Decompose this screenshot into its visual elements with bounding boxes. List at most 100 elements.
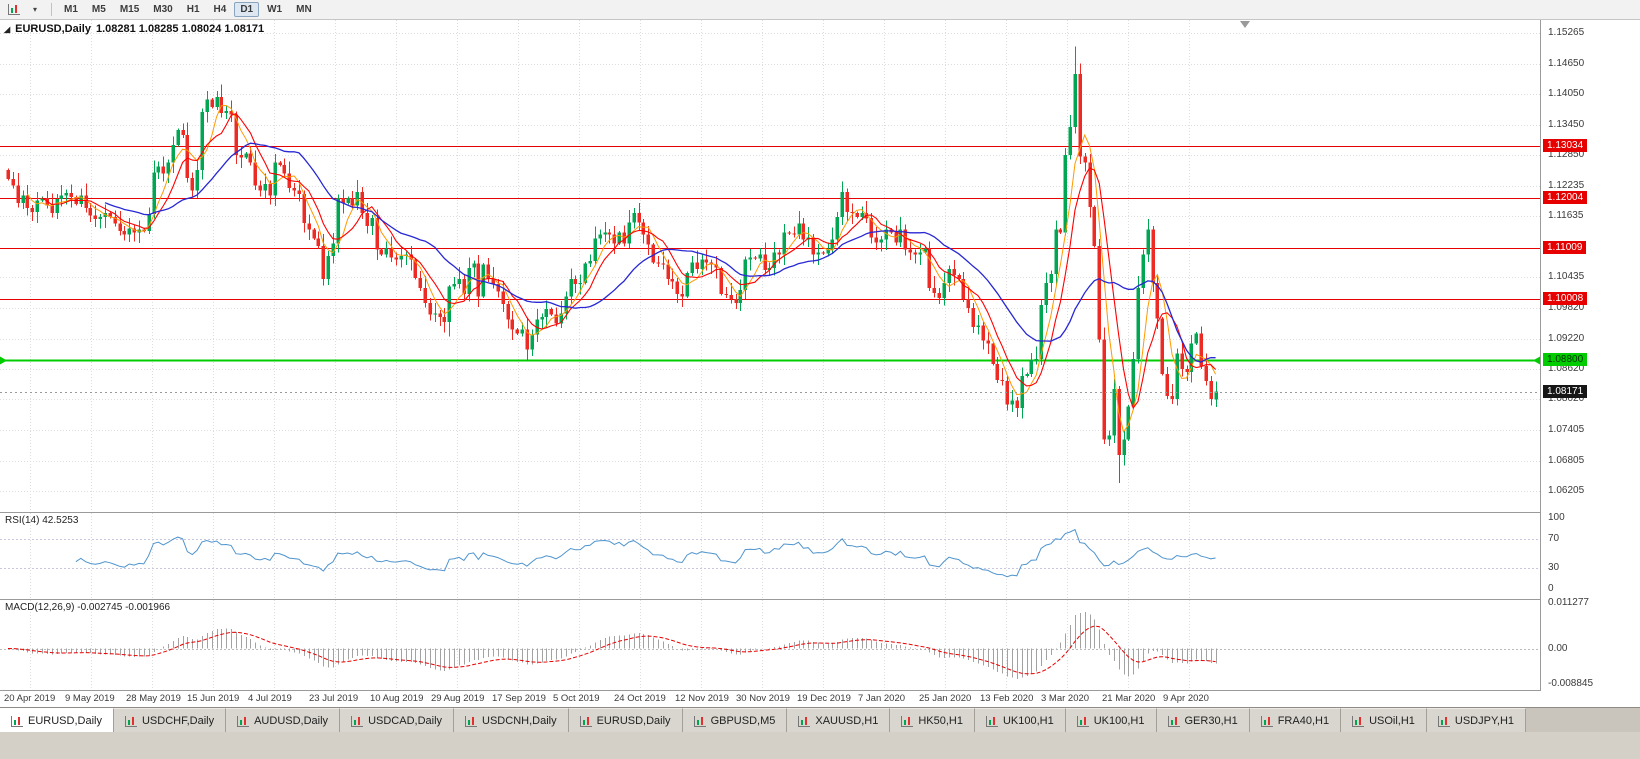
price-axis-label: 1.09820 bbox=[1548, 302, 1585, 313]
tab-chart-icon bbox=[798, 715, 811, 727]
timeframe-m1[interactable]: M1 bbox=[64, 4, 78, 15]
timeframe-w1[interactable]: W1 bbox=[267, 4, 283, 15]
tab-hk50-h1-8[interactable]: HK50,H1 bbox=[890, 708, 975, 733]
tab-chart-icon bbox=[124, 715, 137, 727]
top-toolbar: ▾ M1 M5 M15 M30 H1 H4 D1 W1 MN bbox=[0, 0, 1640, 20]
date-label: 24 Oct 2019 bbox=[614, 693, 666, 704]
tab-uk100-h1-10[interactable]: UK100,H1 bbox=[1065, 708, 1157, 733]
tab-usdjpy-h1-14[interactable]: USDJPY,H1 bbox=[1426, 708, 1527, 733]
date-label: 29 Aug 2019 bbox=[431, 693, 485, 704]
tab-label: UK100,H1 bbox=[1002, 715, 1054, 727]
tab-uk100-h1-9[interactable]: UK100,H1 bbox=[974, 708, 1066, 733]
tab-eurusd-daily-0[interactable]: EURUSD,Daily bbox=[0, 708, 114, 733]
tab-chart-icon bbox=[985, 715, 998, 727]
current-price-badge: 1.08171 bbox=[1543, 385, 1588, 398]
tab-label: GER30,H1 bbox=[1184, 715, 1238, 727]
macd-name: MACD(12,26,9) bbox=[5, 602, 75, 613]
tab-xauusd-h1-7[interactable]: XAUUSD,H1 bbox=[787, 708, 891, 733]
tab-fra40-h1-12[interactable]: FRA40,H1 bbox=[1249, 708, 1342, 733]
price-axis-label: 1.10435 bbox=[1548, 271, 1585, 282]
tab-label: USOil,H1 bbox=[1369, 715, 1415, 727]
tab-chart-icon bbox=[1352, 715, 1365, 727]
macd-label: MACD(12,26,9) -0.002745 -0.001966 bbox=[5, 602, 170, 613]
timeframe-mn[interactable]: MN bbox=[296, 4, 312, 15]
tab-gbpusd-m5-6[interactable]: GBPUSD,M5 bbox=[682, 708, 788, 733]
tab-label: USDCAD,Daily bbox=[368, 715, 443, 727]
tab-chart-icon bbox=[1437, 715, 1450, 727]
tab-usdcad-daily-3[interactable]: USDCAD,Daily bbox=[340, 708, 455, 733]
resistance-price-badge: 1.10008 bbox=[1543, 292, 1588, 305]
tab-chart-icon bbox=[465, 715, 478, 727]
date-label: 9 May 2019 bbox=[65, 693, 115, 704]
tab-label: UK100,H1 bbox=[1093, 715, 1145, 727]
macd-histogram bbox=[13, 612, 1217, 679]
price-axis-label: 1.07405 bbox=[1548, 424, 1585, 435]
ma-slow-line bbox=[104, 142, 1216, 363]
timeframe-h4[interactable]: H4 bbox=[213, 4, 227, 15]
date-label: 28 May 2019 bbox=[126, 693, 181, 704]
price-axis[interactable]: 1.15265 1.14650 1.14050 1.13450 1.12850 1.122… bbox=[1541, 20, 1640, 707]
tab-eurusd-daily-5[interactable]: EURUSD,Daily bbox=[568, 708, 683, 733]
chart-title: ◢ EURUSD,Daily 1.08281 1.08285 1.08024 1… bbox=[4, 23, 264, 35]
price-axis-label: 1.15265 bbox=[1548, 27, 1585, 38]
window-bottom-strip bbox=[0, 732, 1640, 759]
candles-layer bbox=[6, 46, 1218, 484]
resistance-price-badge: 1.12004 bbox=[1543, 191, 1588, 204]
date-label: 13 Feb 2020 bbox=[980, 693, 1034, 704]
macd-value: -0.002745 -0.001966 bbox=[77, 602, 171, 613]
chart-dropdown-caret-icon[interactable]: ▾ bbox=[32, 5, 37, 14]
ma-fast-line bbox=[26, 104, 1217, 433]
time-axis[interactable]: 20 Apr 2019 9 May 2019 28 May 2019 15 Jun 2… bbox=[0, 691, 1540, 707]
tab-usdchf-daily-1[interactable]: USDCHF,Daily bbox=[113, 708, 227, 733]
tab-usdcnh-daily-4[interactable]: USDCNH,Daily bbox=[454, 708, 569, 733]
pane-divider bbox=[0, 690, 1640, 691]
timeframe-group: M1 M5 M15 M30 H1 H4 D1 W1 MN bbox=[57, 2, 319, 17]
chart-glyph-icon bbox=[8, 4, 20, 15]
timeframe-h1[interactable]: H1 bbox=[186, 4, 200, 15]
axis-separator bbox=[1540, 20, 1541, 691]
tab-label: XAUUSD,H1 bbox=[815, 715, 879, 727]
rsi-value: 42.5253 bbox=[42, 515, 79, 526]
timeframe-m5[interactable]: M5 bbox=[91, 4, 106, 15]
tab-audusd-daily-2[interactable]: AUDUSD,Daily bbox=[226, 708, 341, 733]
grid-layer bbox=[0, 20, 1540, 512]
rsi-line bbox=[75, 528, 1216, 578]
date-label: 23 Jul 2019 bbox=[309, 693, 359, 704]
chart-tab-bar: EURUSD,Daily USDCHF,Daily AUDUSD,Daily USDC… bbox=[0, 707, 1640, 733]
tab-chart-icon bbox=[11, 715, 23, 727]
rsi-axis-label: 100 bbox=[1548, 512, 1565, 523]
tab-ger30-h1-11[interactable]: GER30,H1 bbox=[1156, 708, 1250, 733]
timeframe-m30[interactable]: M30 bbox=[153, 4, 173, 15]
date-label: 25 Jan 2020 bbox=[919, 693, 972, 704]
rsi-pane[interactable]: RSI(14) 42.5253 bbox=[0, 513, 1540, 599]
pane-divider[interactable] bbox=[0, 512, 1640, 513]
tab-usoil-h1-13[interactable]: USOil,H1 bbox=[1341, 708, 1427, 733]
tab-label: USDJPY,H1 bbox=[1454, 715, 1515, 727]
chart-window: ◢ EURUSD,Daily 1.08281 1.08285 1.08024 1… bbox=[0, 20, 1640, 707]
timeframe-d1[interactable]: D1 bbox=[234, 2, 260, 17]
tab-chart-icon bbox=[237, 715, 250, 727]
support-line-left-arrow-icon bbox=[0, 356, 7, 365]
timeframe-m15[interactable]: M15 bbox=[119, 4, 140, 15]
tab-chart-icon bbox=[351, 715, 364, 727]
one-click-trading-icon[interactable]: ◢ bbox=[4, 24, 11, 34]
date-label: 30 Nov 2019 bbox=[736, 693, 790, 704]
pane-divider[interactable] bbox=[0, 599, 1640, 600]
new-chart-icon[interactable] bbox=[4, 2, 24, 18]
macd-axis-label: 0.00 bbox=[1548, 643, 1568, 654]
tab-chart-icon bbox=[1076, 715, 1089, 727]
main-chart-pane[interactable]: ◢ EURUSD,Daily 1.08281 1.08285 1.08024 1… bbox=[0, 20, 1540, 512]
macd-pane[interactable]: MACD(12,26,9) -0.002745 -0.001966 bbox=[0, 600, 1540, 690]
tab-label: EURUSD,Daily bbox=[28, 715, 102, 727]
date-label: 3 Mar 2020 bbox=[1041, 693, 1090, 704]
rsi-name: RSI(14) bbox=[5, 515, 40, 526]
price-axis-label: 1.12235 bbox=[1548, 180, 1585, 191]
support-line-right-arrow-icon bbox=[1533, 356, 1540, 365]
macd-signal-line bbox=[7, 625, 1216, 675]
tab-label: EURUSD,Daily bbox=[596, 715, 671, 727]
date-label: 17 Sep 2019 bbox=[492, 693, 546, 704]
price-axis-label: 1.11635 bbox=[1548, 210, 1584, 221]
tab-chart-icon bbox=[693, 715, 706, 727]
rsi-axis-label: 0 bbox=[1548, 583, 1554, 594]
